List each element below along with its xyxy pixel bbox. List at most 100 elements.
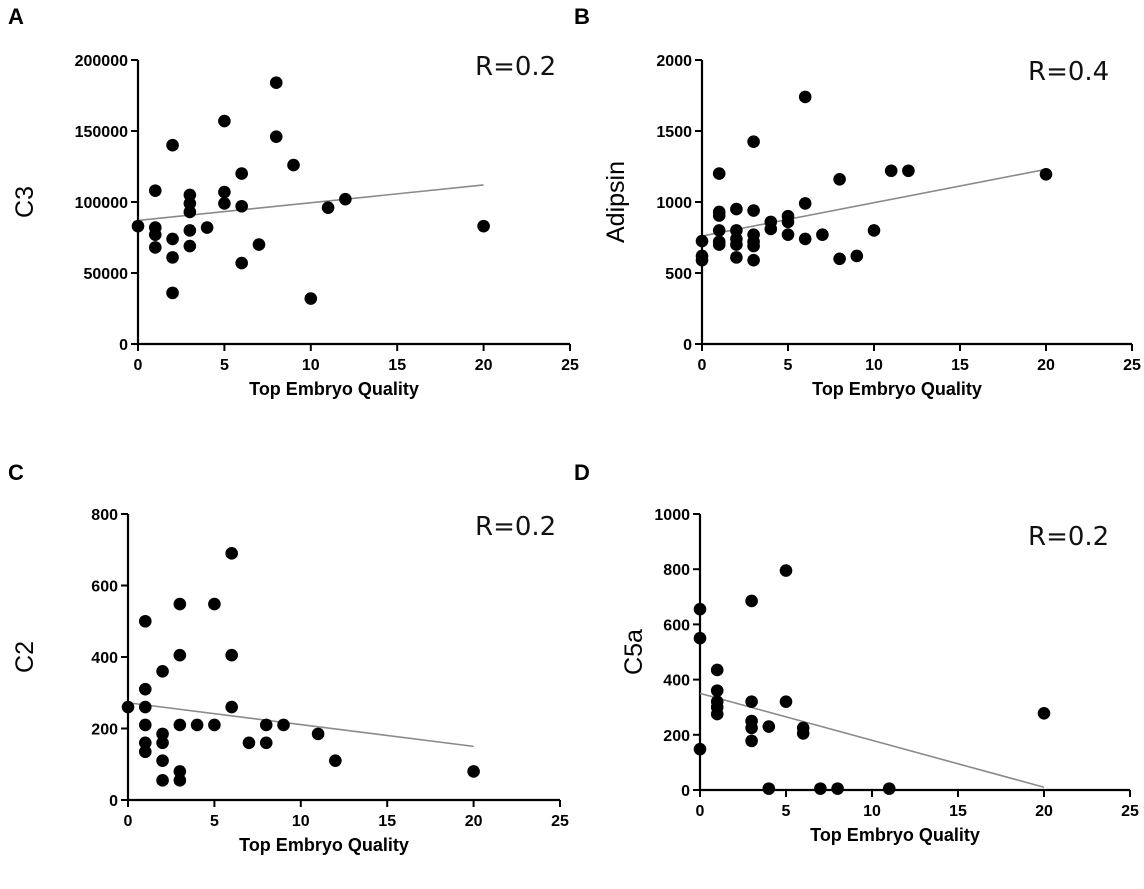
y-tick-label-c-200: 200 — [91, 722, 118, 739]
x-tick-label-b-10: 10 — [865, 357, 883, 374]
data-point-d-3 — [710, 663, 724, 677]
data-point-b-28 — [816, 228, 829, 241]
r-value-d: R=0.2 — [1028, 522, 1109, 552]
data-point-a-17 — [218, 197, 231, 210]
data-point-c-1 — [138, 614, 152, 628]
data-point-a-16 — [218, 185, 231, 199]
panel-a: A 0 5 10 15 20 25 0 50000 100000 150000 200000 Top E… — [8, 4, 579, 399]
data-point-c-18 — [208, 597, 221, 611]
data-point-d-8 — [745, 594, 758, 608]
data-point-b-8 — [712, 238, 726, 251]
data-point-a-7 — [166, 251, 179, 264]
panel-letter-a: A — [8, 4, 24, 29]
x-tick-label-b-20: 20 — [1037, 357, 1055, 374]
x-tick-label-c-20: 20 — [465, 813, 483, 830]
panel-letter-b: B — [574, 4, 590, 29]
data-point-b-19 — [747, 253, 760, 267]
data-point-a-25 — [304, 292, 318, 305]
data-point-a-6 — [166, 232, 179, 246]
y-axis-title-d: C5a — [620, 629, 648, 675]
data-point-b-31 — [850, 249, 864, 263]
data-point-a-11 — [183, 205, 197, 219]
data-point-c-28 — [329, 754, 342, 767]
data-point-a-8 — [166, 286, 179, 300]
r-value-b: R=0.4 — [1028, 57, 1109, 87]
data-point-c-3 — [138, 700, 152, 714]
x-tick-label-a-5: 5 — [220, 357, 229, 374]
data-point-b-29 — [833, 172, 846, 186]
x-tick-label-c-10: 10 — [292, 813, 310, 830]
x-tick-label-a-0: 0 — [134, 357, 143, 374]
x-tick-label-b-25: 25 — [1123, 357, 1141, 374]
data-point-a-24 — [287, 158, 300, 172]
data-point-c-17 — [190, 718, 204, 732]
data-point-c-25 — [259, 736, 273, 750]
data-point-a-20 — [235, 256, 248, 270]
data-point-c-12 — [173, 597, 187, 611]
x-tick-label-b-15: 15 — [951, 357, 969, 374]
data-point-b-30 — [833, 252, 846, 266]
x-axis-title-c: Top Embryo Quality — [239, 835, 409, 855]
data-point-b-12 — [730, 238, 743, 251]
data-point-a-14 — [200, 221, 214, 234]
data-point-b-24 — [781, 228, 795, 241]
data-point-d-21 — [882, 782, 896, 795]
data-point-a-22 — [269, 76, 283, 90]
data-point-c-10 — [156, 754, 169, 767]
x-tick-label-d-10: 10 — [863, 803, 881, 820]
data-point-c-29 — [467, 765, 480, 778]
data-point-a-28 — [477, 219, 490, 233]
data-point-c-13 — [173, 648, 187, 662]
x-tick-label-d-25: 25 — [1121, 803, 1139, 820]
data-point-a-4 — [148, 241, 162, 254]
data-point-a-5 — [166, 138, 179, 152]
y-tick-label-a-0: 0 — [119, 337, 128, 354]
y-tick-label-d-400: 400 — [663, 673, 690, 690]
data-point-a-21 — [252, 238, 266, 251]
data-point-a-26 — [321, 201, 335, 214]
data-point-b-27 — [798, 232, 812, 246]
data-point-a-15 — [218, 114, 231, 128]
y-tick-label-b-0: 0 — [683, 337, 692, 354]
data-point-c-5 — [138, 736, 152, 750]
data-point-c-22 — [225, 700, 238, 714]
data-point-b-0 — [695, 234, 709, 248]
data-point-d-0 — [693, 602, 707, 616]
data-point-b-25 — [798, 90, 812, 104]
y-tick-label-c-600: 600 — [91, 579, 118, 596]
data-point-b-5 — [712, 209, 726, 222]
data-point-d-22 — [1037, 706, 1051, 720]
data-point-b-26 — [798, 197, 812, 210]
x-tick-label-d-20: 20 — [1035, 803, 1053, 820]
x-tick-label-d-0: 0 — [696, 803, 705, 820]
data-point-d-2 — [693, 742, 707, 756]
panel-d: D 0 5 10 15 20 25 0 200 400 600 800 1000 Top Embryo Q… — [574, 460, 1139, 845]
data-point-a-18 — [235, 167, 248, 180]
data-point-a-27 — [339, 192, 352, 206]
data-point-c-11 — [156, 774, 169, 787]
data-point-c-24 — [259, 718, 273, 732]
data-point-b-34 — [902, 164, 915, 178]
data-point-a-19 — [235, 199, 248, 213]
y-tick-label-c-800: 800 — [91, 507, 118, 524]
data-point-b-2 — [695, 253, 709, 267]
x-axis-title-a: Top Embryo Quality — [249, 379, 419, 399]
x-tick-label-b-5: 5 — [784, 357, 793, 374]
data-point-d-19 — [814, 782, 827, 795]
x-tick-label-c-5: 5 — [210, 813, 219, 830]
trend-line-d — [699, 692, 1045, 789]
y-tick-label-b-500: 500 — [665, 266, 692, 283]
data-point-d-18 — [796, 727, 810, 740]
y-tick-label-c-400: 400 — [91, 650, 118, 667]
data-point-c-0 — [121, 700, 135, 714]
data-point-c-27 — [311, 727, 325, 741]
data-point-a-12 — [183, 224, 197, 237]
data-point-b-32 — [867, 224, 881, 237]
x-tick-label-c-25: 25 — [551, 813, 569, 830]
x-axis-title-d: Top Embryo Quality — [810, 825, 980, 845]
r-value-a: R=0.2 — [475, 52, 556, 82]
r-value-c: R=0.2 — [475, 512, 556, 542]
y-tick-label-b-1500: 1500 — [656, 124, 692, 141]
y-tick-label-d-200: 200 — [663, 728, 690, 745]
